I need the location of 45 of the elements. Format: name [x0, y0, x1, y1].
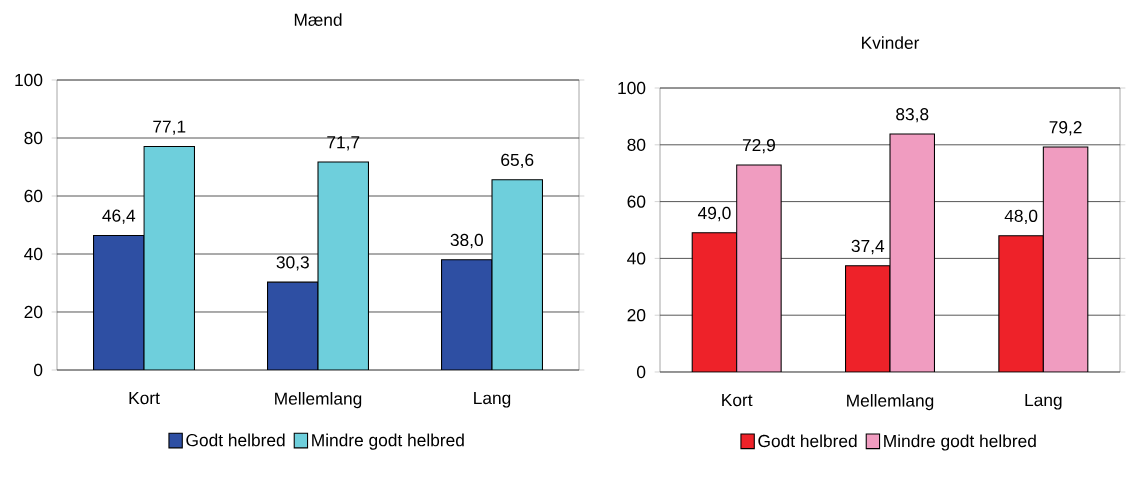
chart-title: Kvinder [862, 36, 920, 49]
data-label: 49,0 [697, 206, 731, 222]
y-tick-label: 40 [627, 252, 646, 265]
data-label: 83,8 [896, 108, 929, 123]
data-label: 38,0 [450, 233, 483, 249]
y-tick-label: 100 [15, 73, 43, 87]
bar [889, 133, 936, 372]
x-tick-label: Lang [1025, 394, 1062, 410]
bar [691, 232, 738, 372]
x-tick-label: Lang [474, 392, 511, 408]
chart-title: Mænd [294, 13, 342, 26]
x-tick-label: Mellemlang [275, 392, 362, 409]
bar [441, 259, 493, 370]
data-label: 48,0 [1004, 209, 1038, 225]
bar [998, 235, 1044, 372]
y-tick-label: 20 [627, 309, 646, 322]
data-label: 46,4 [102, 209, 136, 224]
legend-label: Mindre godt helbred [884, 434, 1036, 451]
bar [267, 281, 319, 370]
legend-label: Godt helbred [186, 433, 285, 447]
y-tick-label: 0 [636, 365, 646, 379]
y-tick-label: 60 [24, 189, 43, 203]
data-label: 37,4 [851, 239, 885, 255]
y-tick-label: 80 [627, 138, 646, 151]
y-tick-label: 0 [34, 363, 43, 377]
data-label: 72,9 [742, 139, 775, 154]
y-tick-label: 80 [24, 131, 43, 145]
legend-label: Mindre godt helbred [312, 433, 464, 450]
bar [736, 164, 782, 372]
bar [845, 265, 891, 372]
data-label: 65,6 [501, 153, 534, 169]
data-label: 79,2 [1049, 121, 1082, 136]
data-label: 30,3 [276, 256, 309, 271]
data-label: 77,1 [153, 120, 186, 135]
x-tick-label: Mellemlang [847, 394, 934, 411]
y-tick-label: 40 [24, 247, 43, 261]
x-tick-label: Kort [129, 392, 160, 405]
bar [93, 234, 145, 370]
bar [1042, 146, 1089, 372]
y-tick-label: 100 [618, 81, 646, 95]
data-label: 71,7 [327, 136, 360, 151]
legend-label: Godt helbred [758, 434, 857, 448]
y-tick-label: 20 [24, 305, 43, 319]
x-tick-label: Kort [722, 394, 753, 407]
y-tick-label: 60 [627, 195, 646, 208]
